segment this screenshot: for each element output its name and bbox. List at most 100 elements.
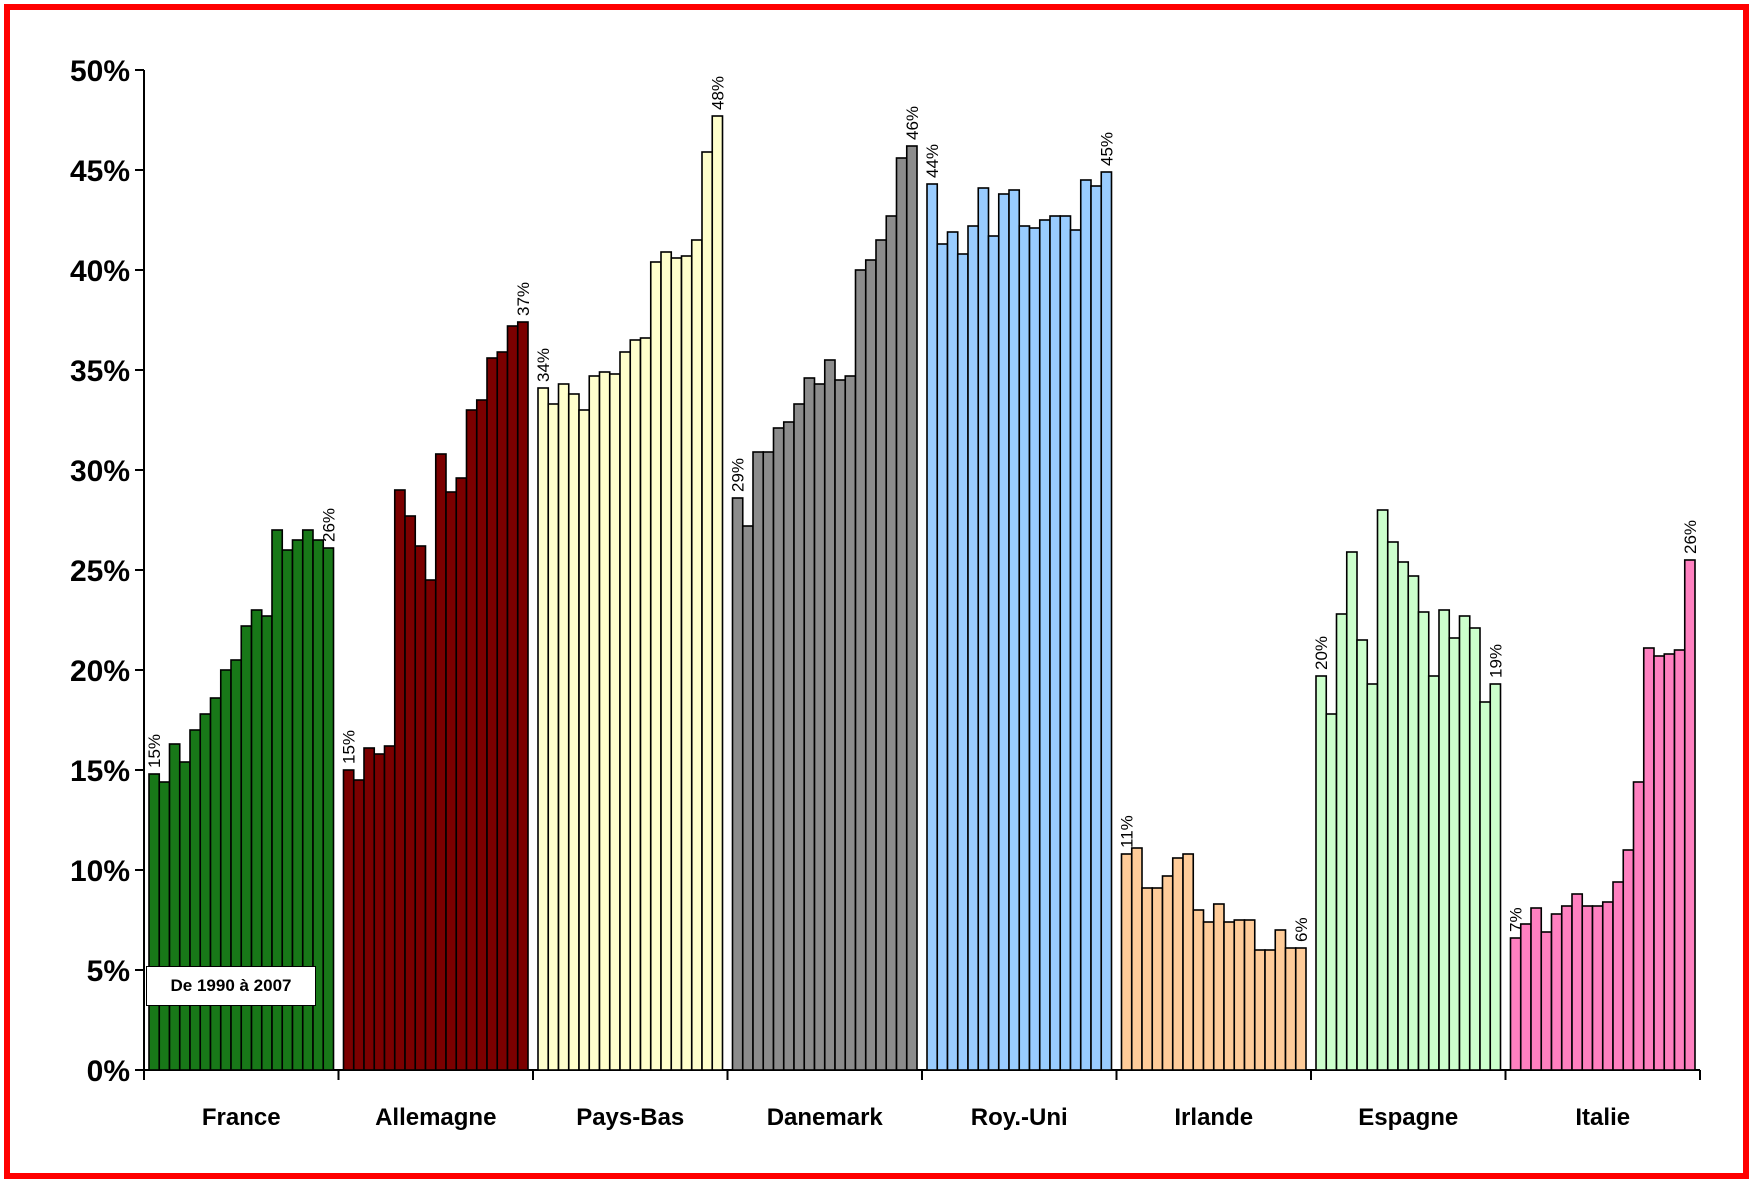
bar xyxy=(1540,931,1553,1071)
bar xyxy=(608,373,621,1071)
bar xyxy=(1090,185,1103,1071)
bar xyxy=(578,409,591,1071)
bar xyxy=(690,239,703,1071)
bar xyxy=(475,399,488,1071)
bar xyxy=(1294,947,1307,1071)
bar xyxy=(1325,713,1338,1071)
bar xyxy=(967,225,980,1071)
bar xyxy=(1386,541,1399,1071)
bar xyxy=(189,729,202,1071)
bar xyxy=(1202,921,1215,1071)
y-tick-label: 0% xyxy=(87,1055,130,1088)
bar xyxy=(1264,949,1277,1071)
bar xyxy=(1632,781,1645,1071)
bar xyxy=(547,403,560,1071)
bar xyxy=(434,453,447,1071)
bar xyxy=(956,253,969,1071)
bar xyxy=(1560,905,1573,1071)
bar xyxy=(1192,909,1205,1071)
bar xyxy=(1550,913,1563,1071)
bar xyxy=(1049,215,1062,1071)
bar xyxy=(793,403,806,1071)
bar xyxy=(588,375,601,1071)
bar xyxy=(1376,509,1389,1071)
bar xyxy=(1581,905,1594,1071)
period-annotation: De 1990 à 2007 xyxy=(146,966,316,1006)
bar xyxy=(1284,947,1297,1071)
y-tick-label: 25% xyxy=(70,555,130,588)
bar xyxy=(905,145,918,1071)
bar xyxy=(875,239,888,1071)
bar xyxy=(823,359,836,1071)
y-tick-label: 5% xyxy=(87,955,130,988)
bar xyxy=(404,515,417,1071)
y-tick-label: 35% xyxy=(70,355,130,388)
bar xyxy=(1161,875,1174,1071)
bar xyxy=(1182,853,1195,1071)
bar xyxy=(1253,949,1266,1071)
bar xyxy=(670,257,683,1071)
bar xyxy=(393,489,406,1071)
bar xyxy=(598,371,611,1071)
bar xyxy=(567,393,580,1071)
bar xyxy=(1028,227,1041,1071)
bar xyxy=(455,477,468,1071)
bar xyxy=(1223,921,1236,1071)
bar xyxy=(1571,893,1584,1071)
bar xyxy=(342,769,355,1071)
category-label: Italie xyxy=(1575,1104,1630,1131)
data-label-last: 45% xyxy=(1097,132,1116,166)
bar xyxy=(1212,903,1225,1071)
category-label: Allemagne xyxy=(375,1104,496,1131)
data-label-first: 44% xyxy=(923,144,942,178)
bar xyxy=(1397,561,1410,1071)
bar xyxy=(1274,929,1287,1071)
bar xyxy=(987,235,1000,1071)
bar xyxy=(1130,847,1143,1071)
bar xyxy=(1038,219,1051,1071)
bar xyxy=(1233,919,1246,1071)
bar xyxy=(322,547,335,1071)
bar xyxy=(1059,215,1072,1071)
data-label-last: 48% xyxy=(708,76,727,110)
bar xyxy=(199,713,212,1071)
data-label-first: 29% xyxy=(729,458,748,492)
bar xyxy=(1008,189,1021,1071)
data-label-last: 37% xyxy=(514,282,533,316)
bar xyxy=(1407,575,1420,1071)
bar xyxy=(496,351,509,1071)
bar xyxy=(414,545,427,1071)
bar xyxy=(711,115,724,1071)
bar xyxy=(1141,887,1154,1071)
data-label-last: 6% xyxy=(1292,917,1311,942)
bar xyxy=(352,779,365,1071)
bar xyxy=(219,669,232,1071)
bar xyxy=(1366,683,1379,1071)
bar xyxy=(373,753,386,1071)
bar xyxy=(977,187,990,1071)
bar xyxy=(1438,609,1451,1071)
category-label: Irlande xyxy=(1174,1104,1253,1131)
bar xyxy=(1458,615,1471,1071)
bar xyxy=(1335,613,1348,1071)
bar xyxy=(1479,701,1492,1071)
data-label-first: 34% xyxy=(534,348,553,382)
bar xyxy=(834,379,847,1071)
bar xyxy=(762,451,775,1071)
bar xyxy=(537,387,550,1071)
bar xyxy=(854,269,867,1071)
bar xyxy=(782,421,795,1071)
bar xyxy=(936,243,949,1071)
bar xyxy=(639,337,652,1071)
bar xyxy=(1427,675,1440,1071)
bar xyxy=(465,409,478,1071)
bar xyxy=(772,427,785,1071)
y-tick-label: 10% xyxy=(70,855,130,888)
bar xyxy=(1018,225,1031,1071)
bar xyxy=(1345,551,1358,1071)
bar xyxy=(1171,857,1184,1071)
bar xyxy=(209,697,222,1071)
data-label-last: 46% xyxy=(903,106,922,140)
category-label: France xyxy=(202,1104,281,1131)
chart-frame xyxy=(4,4,1749,1179)
